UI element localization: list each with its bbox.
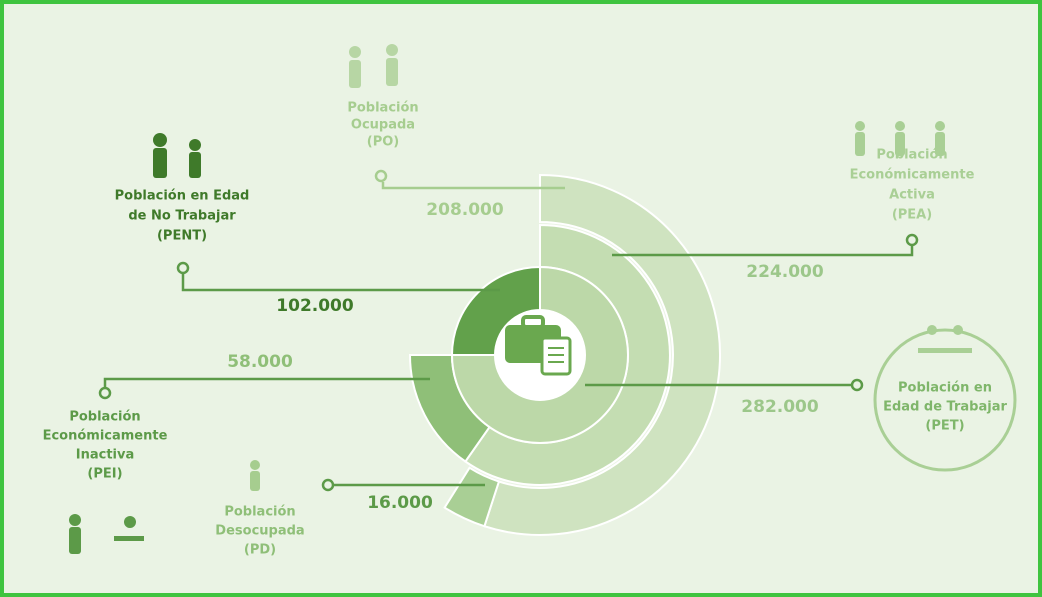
node-label: Activa xyxy=(889,188,935,203)
node-label: (PO) xyxy=(367,135,399,150)
po-arc xyxy=(483,173,721,536)
node-label: Desocupada xyxy=(215,524,304,539)
node-value: 58.000 xyxy=(227,352,293,372)
briefcase-icon xyxy=(505,315,572,376)
node-value: 282.000 xyxy=(741,397,819,417)
node-label: Población en xyxy=(898,381,992,396)
node-label: (PD) xyxy=(244,543,276,558)
node-label: Económicamente xyxy=(850,168,975,183)
node-label: Población xyxy=(347,101,418,116)
node-label: Población xyxy=(876,148,947,163)
node-label: (PENT) xyxy=(157,229,207,244)
node-value: 208.000 xyxy=(426,200,504,220)
node-label: Población en Edad xyxy=(115,189,250,204)
node-value: 224.000 xyxy=(746,262,824,282)
node-value: 102.000 xyxy=(276,296,354,316)
pet-ring xyxy=(873,328,1017,472)
node-label: Población xyxy=(69,410,140,425)
node-label: Inactiva xyxy=(76,448,135,463)
pd-arc xyxy=(443,466,501,528)
callouts xyxy=(98,169,919,492)
node-label: de No Trabajar xyxy=(128,209,236,224)
node-label: Población xyxy=(224,505,295,520)
node-label: Edad de Trabajar xyxy=(883,400,1007,415)
people-icons xyxy=(69,44,972,554)
node-label: Económicamente xyxy=(43,429,168,444)
node-label: Ocupada xyxy=(351,118,415,133)
node-label: (PEA) xyxy=(892,208,932,223)
node-label: (PEI) xyxy=(87,467,122,482)
node-label: (PET) xyxy=(925,419,964,434)
node-value: 16.000 xyxy=(367,493,433,513)
